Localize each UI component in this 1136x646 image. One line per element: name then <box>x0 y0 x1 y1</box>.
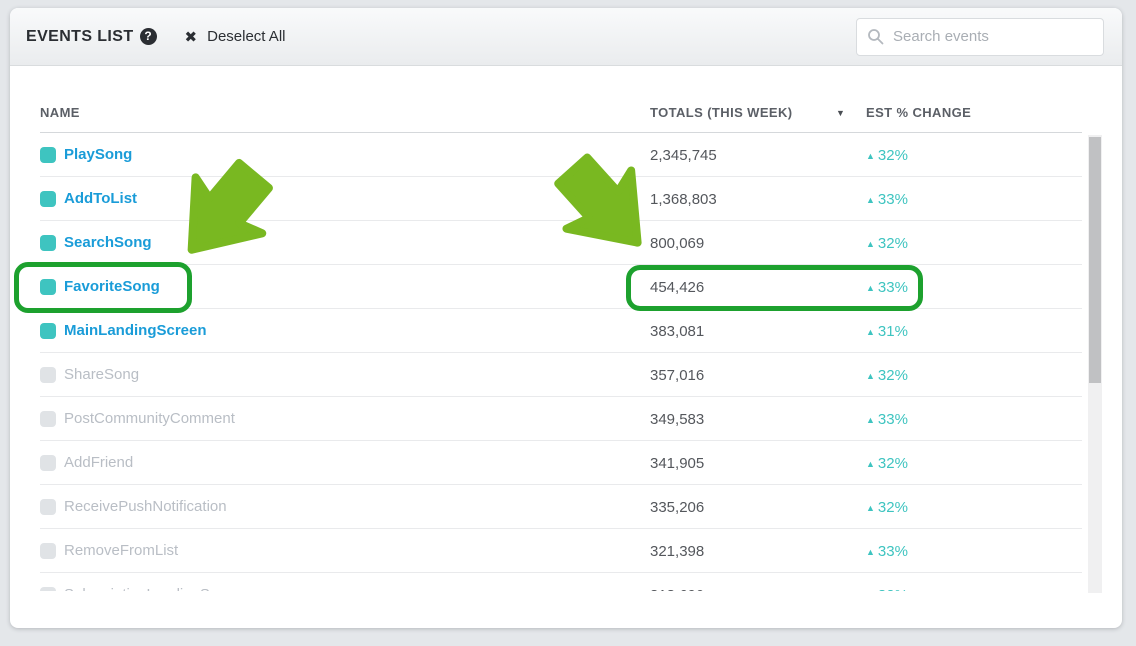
search-box[interactable] <box>856 17 1104 56</box>
table-row[interactable]: PostCommunityComment 349,583 ▲ 33% <box>40 397 1082 441</box>
sort-caret-icon[interactable]: ▼ <box>836 108 846 118</box>
table-row[interactable]: PlaySong 2,345,745 ▲ 32% <box>40 133 1082 177</box>
event-name-link[interactable]: SubscriptionLandingScreen <box>64 586 247 591</box>
event-name-link[interactable]: MainLandingScreen <box>64 322 207 339</box>
row-checkbox[interactable] <box>40 587 56 591</box>
table-row[interactable]: SearchSong 800,069 ▲ 32% <box>40 221 1082 265</box>
column-header-totals[interactable]: TOTALS (THIS WEEK) <box>650 105 793 120</box>
column-header-name[interactable]: NAME <box>40 105 80 120</box>
deselect-all-button[interactable]: ✖ Deselect All <box>185 28 286 46</box>
event-change: ▲32% <box>866 367 908 384</box>
events-list-card: EVENTS LIST ? ✖ Deselect All NAME TOTALS… <box>10 8 1122 628</box>
event-name-link[interactable]: PostCommunityComment <box>64 410 235 427</box>
event-change: ▲32% <box>866 499 908 516</box>
card-header: EVENTS LIST ? ✖ Deselect All <box>10 8 1122 66</box>
table-row[interactable]: SubscriptionLandingScreen 318,690 ▲32% <box>40 573 1082 591</box>
up-triangle-icon: ▲ <box>866 503 875 513</box>
event-total: 341,905 <box>650 455 705 472</box>
event-total: 335,206 <box>650 499 705 516</box>
event-name-link[interactable]: AddFriend <box>64 454 134 471</box>
table-row[interactable]: RemoveFromList 321,398 ▲ 33% <box>40 529 1082 573</box>
deselect-all-label: Deselect All <box>207 28 286 45</box>
event-change: ▲ 31% <box>866 323 908 340</box>
row-checkbox[interactable] <box>40 191 56 207</box>
search-icon <box>868 29 884 45</box>
row-checkbox[interactable] <box>40 543 56 559</box>
table-row[interactable]: ReceivePushNotification 335,206 ▲ 32% <box>40 485 1082 529</box>
up-triangle-icon: ▲ <box>866 327 875 337</box>
event-total: 2,345,745 <box>650 147 717 164</box>
events-table-body: PlaySong 2,345,745 ▲ 32% AddToList 1,368,… <box>40 133 1082 591</box>
up-triangle-icon: ▲ <box>866 195 875 205</box>
table-header-row: NAME TOTALS (THIS WEEK) ▼ EST % CHANGE <box>40 66 1082 133</box>
help-icon[interactable]: ? <box>139 28 157 45</box>
event-change: ▲ 33% <box>866 543 908 560</box>
scrollbar-track[interactable] <box>1088 135 1102 593</box>
event-total: 454,426 <box>650 279 705 296</box>
up-triangle-icon: ▲ <box>866 371 875 381</box>
event-name-link[interactable]: FavoriteSong <box>64 278 160 295</box>
table-row[interactable]: AddFriend 341,905 ▲ 32% <box>40 441 1082 485</box>
row-checkbox[interactable] <box>40 147 56 163</box>
event-change: ▲ 33% <box>866 411 908 428</box>
page-title: EVENTS LIST <box>26 27 134 45</box>
event-change: ▲ 33% <box>866 191 908 208</box>
event-total: 357,016 <box>650 367 705 384</box>
up-triangle-icon: ▲ <box>866 459 875 469</box>
event-name-link[interactable]: AddToList <box>64 190 138 207</box>
row-checkbox[interactable] <box>40 323 56 339</box>
row-checkbox[interactable] <box>40 235 56 251</box>
up-triangle-icon: ▲ <box>866 239 875 249</box>
event-total: 800,069 <box>650 235 705 252</box>
row-checkbox[interactable] <box>40 411 56 427</box>
event-name-link[interactable]: SearchSong <box>64 234 152 251</box>
event-total: 349,583 <box>650 411 705 428</box>
table-row[interactable]: MainLandingScreen 383,081 ▲ 31% <box>40 309 1082 353</box>
row-checkbox[interactable] <box>40 279 56 295</box>
up-triangle-icon: ▲ <box>866 283 875 293</box>
row-checkbox[interactable] <box>40 367 56 383</box>
event-name-link[interactable]: RemoveFromList <box>64 542 179 559</box>
table-row[interactable]: AddToList 1,368,803 ▲ 33% <box>40 177 1082 221</box>
event-name-link[interactable]: ReceivePushNotification <box>64 498 227 515</box>
row-checkbox[interactable] <box>40 455 56 471</box>
event-change: ▲32% <box>866 235 908 252</box>
up-triangle-icon: ▲ <box>866 547 875 557</box>
event-total: 321,398 <box>650 543 705 560</box>
row-checkbox[interactable] <box>40 499 56 515</box>
event-change: ▲32% <box>866 455 908 472</box>
column-header-change[interactable]: EST % CHANGE <box>866 105 972 120</box>
table-row[interactable]: FavoriteSong 454,426 ▲ 33% <box>40 265 1082 309</box>
event-change: ▲32% <box>866 587 908 591</box>
up-triangle-icon: ▲ <box>866 151 875 161</box>
event-total: 318,690 <box>650 587 704 591</box>
event-total: 1,368,803 <box>650 191 717 208</box>
search-input[interactable] <box>893 28 1093 45</box>
event-name-link[interactable]: ShareSong <box>64 366 140 383</box>
title-group: EVENTS LIST ? ✖ Deselect All <box>26 28 285 46</box>
close-icon: ✖ <box>184 28 198 46</box>
scrollbar-thumb[interactable] <box>1089 137 1101 383</box>
event-change: ▲ 33% <box>866 279 908 296</box>
up-triangle-icon: ▲ <box>866 415 875 425</box>
event-change: ▲32% <box>866 147 908 164</box>
event-name-link[interactable]: PlaySong <box>64 146 133 163</box>
event-total: 383,081 <box>650 323 705 340</box>
table-row[interactable]: ShareSong 357,016 ▲ 32% <box>40 353 1082 397</box>
